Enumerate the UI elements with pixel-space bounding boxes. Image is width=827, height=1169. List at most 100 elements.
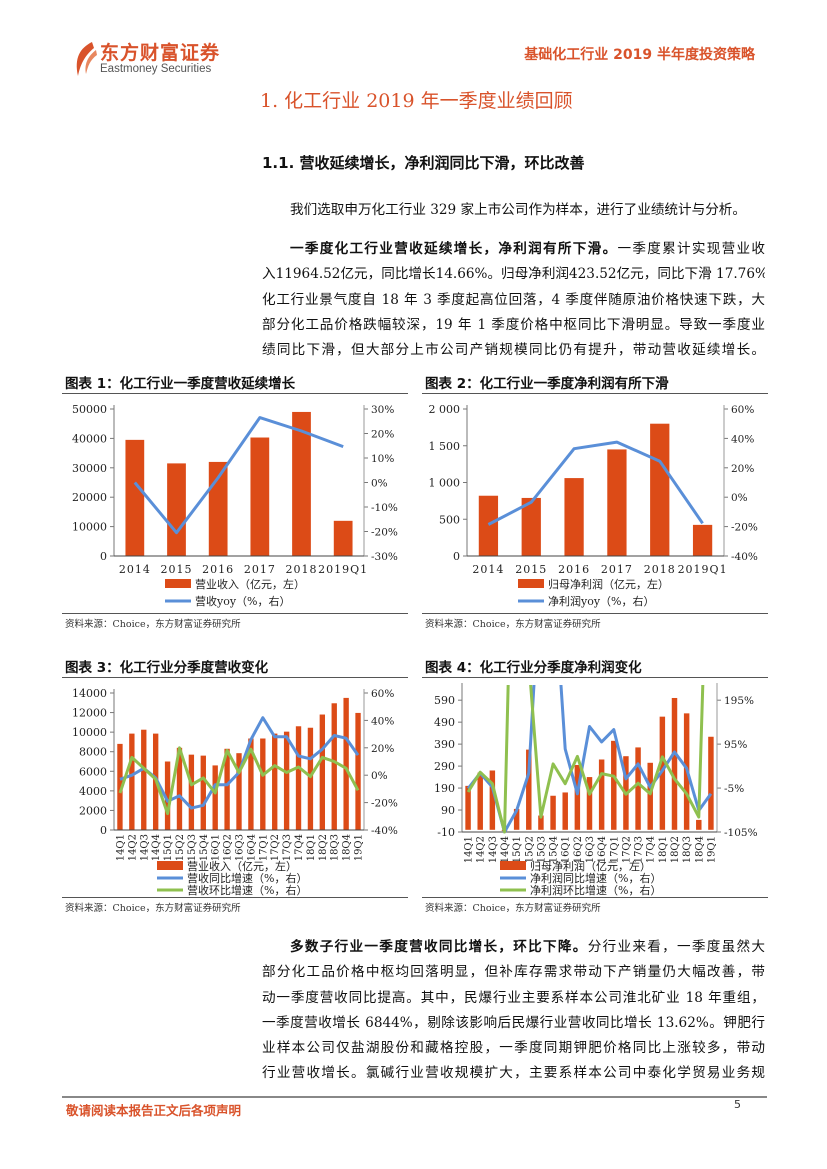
bar [465,785,471,830]
right-tick-label: 0% [371,770,388,782]
x-tick-label: 14Q1 [464,836,475,863]
bar [550,795,556,830]
bar [692,524,713,556]
x-tick-label: 19Q1 [354,834,365,861]
bar [283,731,290,830]
x-tick-label: 2014 [119,563,151,576]
left-tick-label: 590 [434,694,455,707]
right-tick-label: -5% [724,783,744,795]
footer-divider [62,1096,767,1098]
right-tick-label: -20% [371,527,398,539]
bar [611,740,617,830]
section-title: 1. 化工行业 2019 年一季度业绩回顾 [260,90,573,112]
bar [331,703,337,830]
x-tick-label: 2015 [515,563,547,576]
bar [355,712,361,830]
right-tick-label: 30% [371,404,394,416]
text-line: 绩同比下滑，但大部分上市公司产销规模同比仍有提升，带动营收延续增长。 [262,342,765,359]
right-tick-label: -40% [731,551,758,563]
page-number: 5 [734,1098,741,1111]
left-tick-label: 8000 [79,746,107,759]
paragraph-intro: 我们选取申万化工行业 329 家上市公司作为样本，进行了业绩统计与分析。 [262,198,765,223]
text-line: 部分化工品价格中枢均回落明显，但补库存需求带动下产销量仍大幅改善，带 [262,964,765,981]
x-tick-label: 15Q1 [512,836,523,863]
bar [708,736,714,830]
chart-title-divider [62,677,408,678]
bar [319,714,326,830]
bar [659,716,666,830]
bar [125,439,145,556]
x-tick-label: 16Q3 [585,836,596,863]
right-tick-label: 40% [731,433,754,445]
chart-title: 图表 4：化工行业分季度净利润变化 [425,660,642,676]
x-tick-label: 18Q1 [306,834,317,861]
text-line: 化工行业景气度自 18 年 3 季度起高位回落，4 季度伴随原油价格快速下跌，大 [262,291,765,308]
legend-swatch-bar [165,579,191,588]
text-line: 一季度营收增长 6844%，剔除该影响后民爆行业营收同比增长 13.62%。钾肥… [262,1014,765,1031]
right-tick-label: -105% [724,827,758,839]
bar [598,759,605,830]
right-tick-label: 0% [371,478,388,490]
bar [564,478,584,556]
company-logo: 东方财富证券 Eastmoney Securities [70,38,240,80]
logo-text-cn: 东方财富证券 [100,42,221,64]
x-tick-label: 18Q2 [318,834,329,861]
left-tick-label: 1 000 [429,477,461,490]
chart-plot: 0 10000 20000 30000 40000 50000 -30% -20% -10% 0%… [72,403,398,608]
chart-3: 图表 3：化工行业分季度营收变化资料来源：Choice，东方财富证券研究所 0 20… [62,656,412,916]
logo-mark-icon [76,42,97,76]
bar [521,497,541,556]
series-line [466,685,713,834]
source-divider [62,897,408,898]
x-tick-label: 2016 [202,563,234,576]
left-tick-label: 2 000 [429,403,461,416]
right-tick-label: 20% [371,429,394,441]
x-tick-label: 2016 [558,563,590,576]
left-tick-label: 490 [434,716,455,729]
text-line: 业样本公司仅盐湖股份和藏格控股，一季度同期钾肥价格同比上涨较多，带动 [262,1040,765,1057]
right-tick-label: 0% [731,492,748,504]
bar [307,727,314,830]
legend-label: 营收yoy（%，右） [195,594,291,608]
x-tick-label: 15Q3 [187,834,198,861]
left-tick-label: -10 [437,826,455,839]
x-tick-label: 16Q1 [561,836,572,863]
right-tick-label: -20% [731,522,758,534]
x-tick-label: 14Q3 [488,836,499,863]
bar [117,743,123,830]
left-tick-label: 6000 [79,765,107,778]
x-tick-label: 15Q4 [549,836,560,863]
left-tick-label: 0 [100,824,107,837]
left-tick-label: 20000 [72,491,107,504]
chart-source: 资料来源：Choice，东方财富证券研究所 [65,903,241,914]
right-tick-label: 60% [371,688,394,700]
series-line [487,440,704,526]
bar [141,729,147,830]
left-tick-label: 30000 [72,462,107,475]
legend-swatch-bar [157,861,183,870]
right-tick-label: 20% [371,743,394,755]
legend-swatch-bar [500,861,526,870]
bar [696,819,702,830]
bar [650,423,670,556]
x-tick-label: 17Q2 [621,836,632,863]
left-tick-label: 10000 [72,726,107,739]
bar [176,747,183,830]
bar [538,815,544,830]
series-line [118,746,360,816]
text-line: 入11964.52亿元，同比增长14.66%。归母净利润423.52亿元，同比下… [262,266,765,283]
legend-label: 归母净利润（亿元，左） [548,577,669,591]
x-tick-label: 2017 [244,563,276,576]
right-tick-label: -30% [371,551,398,563]
x-tick-label: 16Q4 [246,834,257,861]
chart-title: 图表 2：化工行业一季度净利润有所下滑 [425,376,669,392]
bar [333,520,353,556]
series-line [466,685,705,834]
bar [212,765,218,830]
chart-title: 图表 3：化工行业分季度营收变化 [65,660,269,676]
left-tick-label: 14000 [72,687,107,700]
left-tick-label: 10000 [72,521,107,534]
x-tick-label: 17Q1 [258,834,269,861]
bar [477,772,483,830]
paragraph-q1-summary: 一季度化工行业营收延续增长，净利润有所下滑。一季度累计实现营业收 入11964.… [262,237,765,363]
